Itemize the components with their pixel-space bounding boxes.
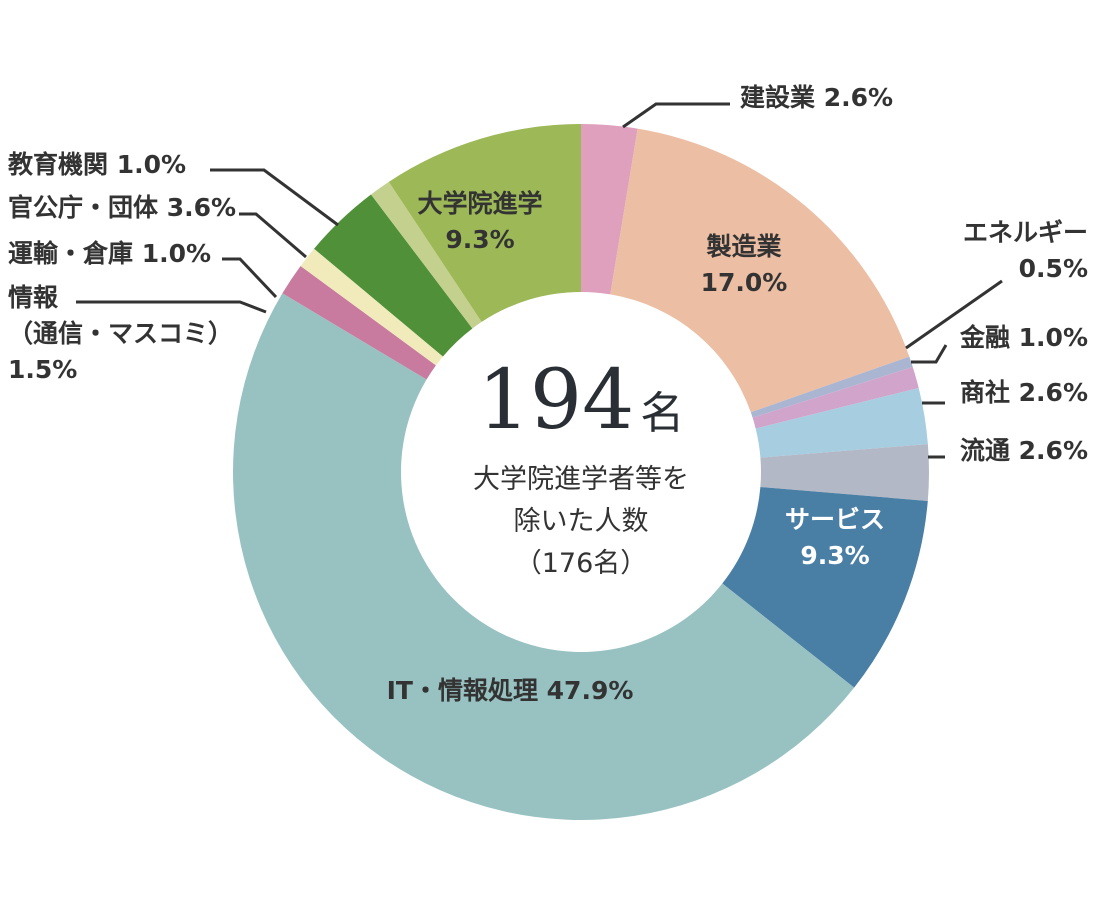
- slice-label-3: エネルギー 0.5%: [963, 218, 1088, 283]
- slice-label-3-line-1: エネルギー: [963, 218, 1088, 247]
- slice-label-2-line-2: 17.0%: [701, 268, 788, 297]
- center-total-value: 194: [478, 353, 635, 448]
- leader-line-4: [911, 344, 948, 364]
- slice-label-8: IT・情報処理 47.9%: [387, 676, 634, 705]
- leader-line-11: [239, 212, 307, 259]
- slice-3: [750, 356, 913, 418]
- center-total-unit: 名: [640, 388, 684, 439]
- slice-label-11-line-1: 官公庁・団体 3.6%: [8, 193, 236, 222]
- slice-label-9: 情報 （通信・マスコミ） 1.5%: [8, 283, 233, 384]
- slice-label-8-line-1: IT・情報処理 47.9%: [387, 676, 634, 705]
- slice-label-6-line-1: 流通 2.6%: [960, 436, 1088, 465]
- center-caption-line-1: 大学院進学者等を: [473, 464, 689, 495]
- center-caption-line-2: 除いた人数: [514, 506, 649, 537]
- center-total: 194 名: [478, 353, 685, 448]
- slice-label-5-line-1: 商社 2.6%: [960, 378, 1088, 407]
- slice-label-10-line-1: 運輸・倉庫 1.0%: [8, 239, 211, 268]
- leader-line-10: [222, 257, 278, 299]
- leader-line-1: [622, 102, 730, 129]
- slice-label-2: 製造業 17.0%: [701, 232, 788, 297]
- slice-label-13-line-2: 9.3%: [445, 225, 514, 254]
- leader-line-3: [905, 279, 1003, 350]
- leader-lines-group: [76, 102, 1003, 459]
- slice-label-9-line-1: 情報: [8, 283, 59, 312]
- slice-12: [371, 181, 482, 329]
- slice-label-7-line-1: サービス: [785, 505, 885, 534]
- center-caption-line-3: （176名）: [515, 548, 648, 579]
- slice-label-12-line-1: 教育機関 1.0%: [8, 150, 186, 179]
- leader-line-12: [210, 168, 339, 227]
- slice-7: [722, 486, 928, 688]
- center-group: 194 名 大学院進学者等を 除いた人数 （176名）: [473, 353, 689, 579]
- leader-line-9: [76, 300, 267, 314]
- slice-5: [755, 388, 928, 458]
- slice-9: [282, 265, 436, 380]
- slice-10: [300, 248, 443, 366]
- slice-label-1-line-1: 建設業 2.6%: [740, 83, 893, 112]
- slice-label-2-line-1: 製造業: [705, 232, 781, 261]
- slice-label-4: 金融 1.0%: [959, 323, 1088, 352]
- slice-2: [610, 128, 910, 413]
- slice-label-10: 運輸・倉庫 1.0%: [8, 239, 211, 268]
- slice-label-3-line-2: 0.5%: [1019, 254, 1088, 283]
- slices-group: [233, 124, 929, 820]
- slice-label-13: 大学院進学 9.3%: [417, 189, 542, 254]
- slice-label-13-line-1: 大学院進学: [417, 189, 542, 218]
- slice-6: [760, 444, 929, 501]
- slice-8: [233, 293, 855, 820]
- slice-label-1: 建設業 2.6%: [740, 83, 893, 112]
- slice-label-7-line-2: 9.3%: [800, 541, 869, 570]
- slice-label-7: サービス 9.3%: [785, 505, 885, 570]
- slice-label-11: 官公庁・団体 3.6%: [8, 193, 236, 222]
- labels-group: 建設業 2.6% 製造業 17.0% エネルギー 0.5% 金融 1.0% 商社 2.6% 流…: [8, 83, 1088, 705]
- slice-13: [388, 124, 581, 322]
- slice-4: [752, 366, 919, 429]
- slice-label-9-line-2: （通信・マスコミ）: [8, 319, 233, 348]
- slice-label-9-line-3: 1.5%: [8, 355, 77, 384]
- slice-11: [314, 194, 473, 357]
- slice-label-12: 教育機関 1.0%: [8, 150, 186, 179]
- slice-label-4-line-1: 金融 1.0%: [959, 323, 1088, 352]
- slice-label-5: 商社 2.6%: [960, 378, 1088, 407]
- slice-label-6: 流通 2.6%: [960, 436, 1088, 465]
- slice-1: [581, 124, 638, 295]
